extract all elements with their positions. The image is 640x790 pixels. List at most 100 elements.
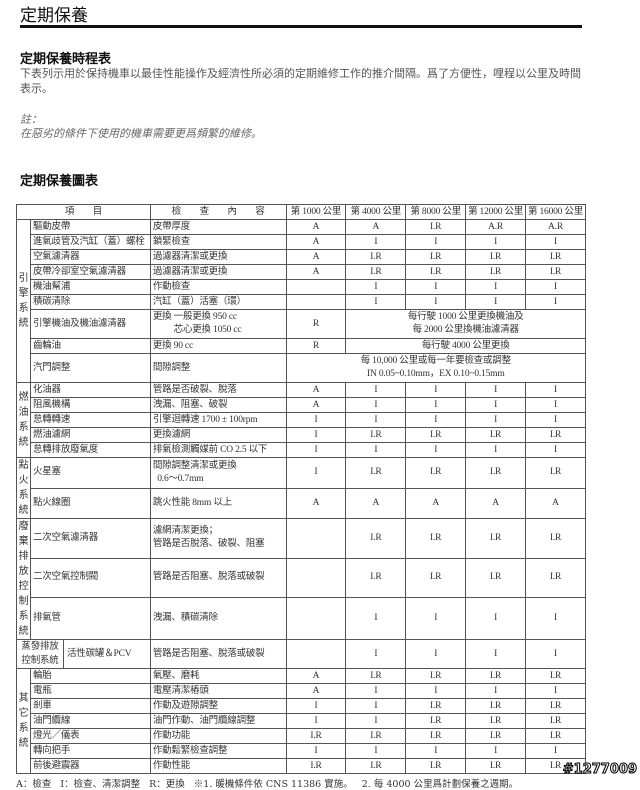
interval-value: I.R xyxy=(465,457,527,489)
item-name: 空氣濾清器 xyxy=(29,249,151,265)
interval-value: I xyxy=(405,412,467,428)
table-row: 其它系統 輪胎 氣壓、磨耗 A I.R I.R I.R I.R xyxy=(16,668,586,774)
table-row: 蒸發排放控制系統 活性碳罐＆PCV 管路是否阻塞、脫落或破裂 I I I I xyxy=(16,639,586,669)
interval-value: I.R xyxy=(345,557,407,599)
interval-value: I.R xyxy=(405,249,467,265)
interval-value: I xyxy=(285,713,347,729)
check-content: 作動鬆緊檢查調整 xyxy=(149,743,287,759)
interval-value: I xyxy=(525,397,586,413)
table-section: 項 目檢 查 內 容第 1000 公里第 4000 公里第 8000 公里第 1… xyxy=(16,204,587,790)
interval-value: I xyxy=(405,597,467,640)
interval-value: I.R xyxy=(285,728,347,744)
check-content: 排氣檢測觸媒前 CO 2.5 以下 xyxy=(149,442,287,458)
interval-value: I xyxy=(405,683,467,699)
item-name: 排氣管 xyxy=(29,597,151,640)
interval-value: I xyxy=(465,412,527,428)
interval-value: I.R xyxy=(465,758,527,774)
legend-i: I：檢查、清潔調整 xyxy=(60,779,141,790)
category-label: 蒸發排放控制系統 xyxy=(17,640,64,668)
item-name: 點火線圈 xyxy=(29,487,151,519)
interval-value: I xyxy=(465,442,527,458)
item-name: 齒輪油 xyxy=(29,338,151,354)
interval-value: I xyxy=(405,279,467,295)
table-row: 燃油系統 化油器 管路是否破裂、脫落 A I I I I xyxy=(16,382,586,458)
item-name: 驅動皮帶 xyxy=(29,219,151,235)
interval-value: I xyxy=(525,639,586,669)
interval-value: I.R xyxy=(525,668,586,684)
item-name: 化油器 xyxy=(29,382,151,398)
interval-value: I.R xyxy=(525,264,586,280)
interval-value: I xyxy=(285,442,347,458)
interval-value: I.R xyxy=(465,249,527,265)
category-label: 其它系統 xyxy=(16,668,31,774)
interval-value xyxy=(285,639,347,669)
interval-value: I.R xyxy=(405,457,467,489)
interval-value: I.R xyxy=(405,728,467,744)
check-content: 濾網清潔更換； 管路是否脫落、破裂、阻塞 xyxy=(149,518,287,559)
check-content: 油門作動、油門纜線調整 xyxy=(149,713,287,729)
item-name: 二次空氣控制閥 xyxy=(29,557,151,599)
column-header: 檢 查 內 容 xyxy=(149,204,287,220)
interval-value: I xyxy=(465,683,527,699)
interval-value: I xyxy=(465,397,527,413)
interval-value: I.R xyxy=(405,758,467,774)
check-content: 汽缸（蓋）活塞（環） xyxy=(149,294,287,310)
interval-value: I.R xyxy=(465,427,527,443)
interval-value: R xyxy=(285,338,347,354)
column-header: 第 16000 公里 xyxy=(525,204,586,220)
interval-value: I xyxy=(465,279,527,295)
table-row: 怠轉轉速 引擎迴轉速 1700 ± 100rpm I I I I I xyxy=(17,412,586,428)
merged-interval-note: 每行駛 1000 公里更換機油及 每 2000 公里換機油濾清器 xyxy=(345,309,586,339)
title-divider xyxy=(20,25,582,28)
interval-value: I xyxy=(465,639,527,669)
interval-value: I.R xyxy=(405,518,467,559)
interval-value: I.R xyxy=(525,249,586,265)
interval-value: A xyxy=(285,683,347,699)
interval-value: A xyxy=(465,487,527,519)
interval-value xyxy=(285,518,347,559)
table-row: 引擎系統 驅動皮帶 皮帶厚度 A A I.R A.R A.R xyxy=(16,219,586,383)
item-name: 燃油濾網 xyxy=(29,427,151,443)
interval-value: I xyxy=(285,698,347,714)
interval-value: A xyxy=(525,487,586,519)
interval-value: I xyxy=(345,397,407,413)
table-row: 燃油濾網 更換濾網 I I.R I.R I.R I.R xyxy=(17,427,586,443)
interval-value: I xyxy=(525,294,586,310)
item-name: 活性碳罐＆PCV xyxy=(67,648,132,659)
check-content: 更換 90 cc xyxy=(149,338,287,354)
interval-value: I xyxy=(345,294,407,310)
interval-value: A xyxy=(285,397,347,413)
interval-value: I xyxy=(345,412,407,428)
table-row: 廢棄排放控制系統 二次空氣濾清器 濾網清潔更換； 管路是否脫落、破裂、阻塞 I.R I.… xyxy=(16,518,586,640)
check-content: 作動檢查 xyxy=(149,279,287,295)
interval-value: A xyxy=(345,487,407,519)
merged-interval-note: 每行駛 4000 公里更換 xyxy=(345,338,586,354)
check-content: 間隙調整 xyxy=(149,353,287,383)
schedule-heading: 定期保養時程表 xyxy=(20,52,112,67)
legend-r: R：更換 xyxy=(149,779,185,790)
footnote-2: 2. 每 4000 公里爲計劃保養之週期。 xyxy=(361,779,519,790)
item-name: 阻風機構 xyxy=(29,397,151,413)
interval-value: A.R xyxy=(465,219,527,235)
interval-value: A xyxy=(285,249,347,265)
interval-value: I.R xyxy=(525,758,586,774)
interval-value: A xyxy=(285,264,347,280)
check-content: 電壓清潔樁頭 xyxy=(149,683,287,699)
interval-value: A xyxy=(405,487,467,519)
interval-value: I xyxy=(525,442,586,458)
table-row: 剎車 作動及遊隙調整 I I I.R I.R I.R xyxy=(17,698,586,714)
interval-value: I.R xyxy=(525,713,586,729)
category-label: 引擎系統 xyxy=(16,219,31,383)
interval-value: I.R xyxy=(405,668,467,684)
category-label: 點火系統 xyxy=(16,457,31,519)
note-text: 在惡劣的條件下使用的機車需要更爲頻繁的維修。 xyxy=(20,127,262,140)
check-content: 間隙調整清潔或更換 0.6～0.7mm xyxy=(149,457,287,489)
interval-value: I xyxy=(405,294,467,310)
table-row: 積碳清除 汽缸（蓋）活塞（環） I I I I xyxy=(17,294,586,310)
table-row: 怠轉排放廢氣度 排氣檢測觸媒前 CO 2.5 以下 I I I I I xyxy=(17,442,586,458)
interval-value: I xyxy=(525,597,586,640)
table-row: 阻風機構 洩漏、阻塞、破裂 A I I I I xyxy=(17,397,586,413)
merged-interval-note: 每 10,000 公里或每一年要檢查或調整 IN 0.05~0.10mm，EX … xyxy=(285,353,587,383)
check-content: 皮帶厚度 xyxy=(149,219,287,235)
check-content: 氣壓、磨耗 xyxy=(149,668,287,684)
